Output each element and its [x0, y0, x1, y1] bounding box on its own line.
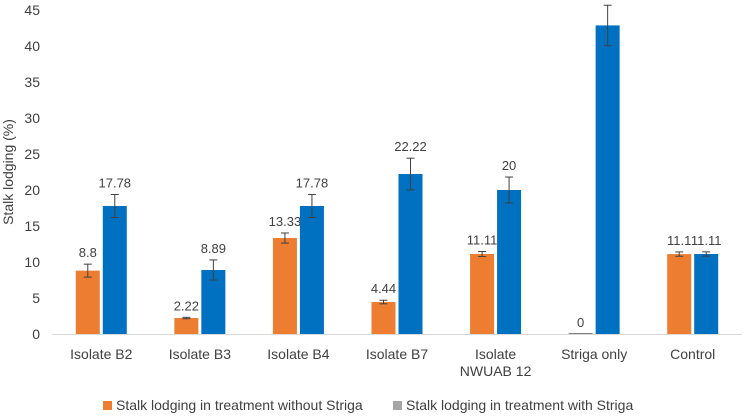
- y-tick-label: 15: [24, 218, 40, 234]
- bar: [102, 205, 127, 334]
- data-label: 0: [577, 315, 584, 330]
- data-label: 17.78: [296, 175, 329, 190]
- data-label: 42.86: [591, 0, 624, 1]
- bar: [75, 270, 100, 334]
- y-tick-label: 0: [32, 326, 40, 342]
- legend: Stalk lodging in treatment without Strig…: [103, 397, 633, 413]
- legend-swatch: [103, 401, 112, 410]
- y-tick-label: 10: [24, 254, 40, 270]
- y-tick-label: 35: [24, 74, 40, 90]
- y-tick-label: 30: [24, 110, 40, 126]
- x-axis: Isolate B2 Isolate B3 Isolate B4 Isolate B7…: [52, 334, 742, 379]
- bar: [497, 190, 522, 334]
- bar: [470, 254, 495, 334]
- x-tick-label: Isolate B7: [366, 346, 428, 362]
- x-tick-label: Isolate B3: [169, 346, 231, 362]
- data-label: 22.22: [394, 139, 427, 154]
- bar: [299, 205, 324, 334]
- y-tick-label: 25: [24, 146, 40, 162]
- y-tick-label: 40: [24, 38, 40, 54]
- legend-swatch: [393, 401, 402, 410]
- bar: [694, 254, 719, 334]
- data-label: 13.33: [269, 214, 302, 229]
- y-tick-label: 5: [32, 290, 40, 306]
- bar: [174, 318, 199, 334]
- data-label: 8.8: [79, 245, 97, 260]
- legend-label: Stalk lodging in treatment with Striga: [406, 397, 633, 413]
- bar: [371, 302, 396, 334]
- bar: [201, 269, 226, 334]
- x-tick-label: Isolate B4: [267, 346, 329, 362]
- data-label: 4.44: [371, 281, 396, 296]
- y-tick-label: 45: [24, 2, 40, 18]
- data-label: 11.1: [667, 233, 691, 248]
- legend-label: Stalk lodging in treatment without Strig…: [116, 397, 363, 413]
- data-label: 11.11: [467, 232, 498, 247]
- bar-series: 8.817.782.228.8913.3317.784.4422.2211.11…: [75, 0, 722, 335]
- bar: [398, 174, 423, 334]
- bar: [595, 25, 620, 335]
- data-label: 11.11: [691, 233, 722, 248]
- y-axis: 0 5 10 15 20 25 30 35 40 45 Stalk lodging (%): [0, 2, 40, 342]
- y-axis-title: Stalk lodging (%): [0, 119, 16, 225]
- bar: [272, 238, 297, 334]
- data-label: 20: [502, 158, 516, 173]
- y-tick-label: 20: [24, 182, 40, 198]
- x-tick-label: NWUAB 12: [460, 363, 532, 379]
- data-label: 2.22: [174, 298, 199, 313]
- x-tick-label: Isolate B2: [70, 346, 132, 362]
- x-tick-label: Control: [670, 346, 715, 362]
- data-label: 17.78: [99, 175, 132, 190]
- data-label: 8.89: [201, 241, 226, 256]
- bar: [667, 254, 692, 334]
- x-tick-label: Striga only: [561, 346, 627, 362]
- x-tick-label: Isolate: [475, 346, 516, 362]
